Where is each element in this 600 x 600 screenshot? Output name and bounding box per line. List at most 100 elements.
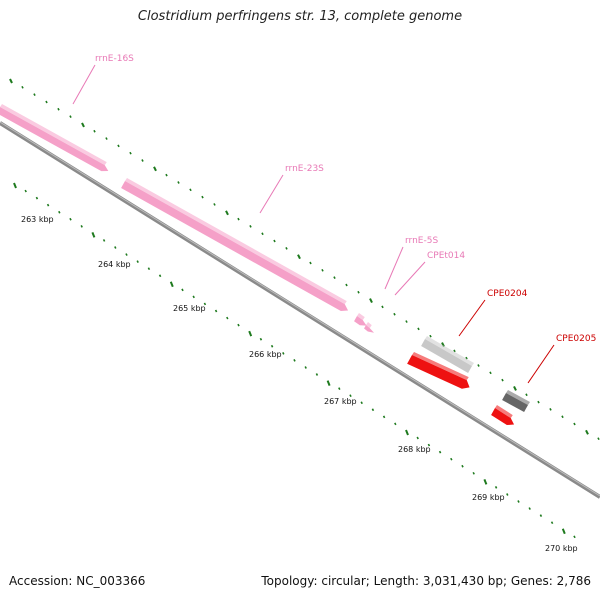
- scale-label: 266 kbp: [249, 350, 282, 359]
- scale-label: 264 kbp: [98, 260, 131, 269]
- outer-tick: [69, 115, 72, 118]
- inner-tick: [147, 267, 151, 271]
- feature-rrnE-5S: [354, 316, 367, 326]
- inner-tick: [203, 302, 207, 306]
- outer-tick: [21, 85, 24, 89]
- accession-text: Accession: NC_003366: [9, 574, 146, 588]
- feature-rrnE-16S: [0, 107, 109, 172]
- outer-tick: [261, 232, 264, 236]
- feature-rrnE-5S-top: [357, 313, 365, 321]
- inner-tick: [125, 253, 128, 256]
- outer-tick: [201, 195, 204, 199]
- feature-labels: rrnE-16S rrnE-23S rrnE-5S CPEt014 CPE0204 CPE…: [72, 54, 596, 384]
- outer-tick: [165, 173, 168, 177]
- feature-CPE0204-gray: [421, 339, 472, 373]
- feature-rrnE-23S-top: [125, 178, 347, 305]
- scale-labels: 263 kbp 264 kbp 265 kbp 266 kbp 267 kbp 268 k…: [21, 215, 578, 553]
- feature-CPEt014: [364, 325, 375, 333]
- outer-tick: [393, 312, 396, 316]
- inner-tick: [13, 182, 17, 189]
- feature-CPE0205-gray: [502, 393, 528, 412]
- outer-tick: [417, 327, 420, 331]
- label-rrne-23s: rrnE-23S: [285, 164, 324, 174]
- inner-tick: [293, 359, 296, 362]
- outer-tick: [489, 371, 492, 375]
- inner-tick: [573, 535, 576, 539]
- leader-cpe0205: [527, 344, 555, 384]
- outer-tick: [105, 137, 108, 140]
- inner-tick: [461, 464, 464, 468]
- inner-tick: [35, 196, 39, 200]
- backbone-highlight: [0, 121, 600, 497]
- outer-tick: [141, 159, 144, 162]
- outer-tick: [93, 129, 96, 133]
- inner-tick: [270, 344, 274, 348]
- outer-tick: [285, 247, 288, 250]
- outer-tick: [561, 415, 564, 419]
- outer-tick: [129, 151, 132, 155]
- feature-track: [0, 104, 530, 426]
- outer-tick: [321, 268, 324, 272]
- outer-tick: [405, 320, 408, 323]
- inner-tick: [192, 295, 195, 299]
- outer-tick: [309, 261, 312, 265]
- inner-tick: [382, 415, 386, 419]
- inner-tick: [539, 514, 543, 517]
- outer-tick: [297, 254, 301, 260]
- outer-tick: [213, 203, 216, 206]
- inner-tick: [550, 521, 554, 525]
- label-cpe0204: CPE0204: [487, 289, 528, 299]
- feature-CPE0204: [407, 355, 470, 389]
- outer-tick: [249, 225, 252, 228]
- topology-text: Topology: circular; Length: 3,031,430 bp…: [261, 574, 591, 588]
- inner-tick: [181, 288, 184, 292]
- inner-tick: [169, 281, 174, 288]
- outer-tick: [237, 217, 240, 221]
- outer-tick: [585, 429, 589, 435]
- leader-rrne-23s: [259, 174, 284, 214]
- feature-CPE0204-gray-top: [425, 336, 474, 366]
- feature-rrnE-23S: [121, 181, 349, 312]
- inner-tick: [69, 217, 72, 221]
- outer-tick-track: [9, 78, 600, 441]
- inner-tick: [282, 351, 285, 355]
- outer-tick: [189, 188, 192, 192]
- outer-tick: [153, 166, 157, 172]
- inner-tick: [102, 239, 106, 242]
- inner-tick: [450, 457, 453, 461]
- inner-tick: [472, 471, 475, 475]
- outer-tick: [465, 356, 468, 360]
- inner-tick: [259, 337, 263, 341]
- leader-rrne-5s: [384, 246, 404, 290]
- inner-tick: [248, 330, 253, 337]
- outer-tick: [345, 283, 348, 287]
- label-rrne-16s: rrnE-16S: [95, 54, 134, 64]
- scale-label: 265 kbp: [173, 304, 206, 313]
- outer-tick: [9, 78, 13, 84]
- inner-tick: [237, 323, 240, 327]
- genome-backbone: [0, 121, 600, 499]
- outer-tick: [177, 181, 180, 184]
- outer-tick: [369, 298, 373, 304]
- inner-tick: [517, 500, 520, 503]
- outer-tick: [513, 385, 517, 391]
- outer-tick: [45, 100, 48, 104]
- inner-tick: [427, 443, 431, 447]
- inner-tick-track: [13, 182, 576, 539]
- scale-label: 263 kbp: [21, 215, 54, 224]
- outer-tick: [225, 210, 229, 216]
- backbone-line: [0, 121, 600, 499]
- inner-tick: [91, 232, 96, 238]
- inner-tick: [214, 309, 218, 313]
- outer-tick: [453, 349, 456, 353]
- outer-tick: [525, 393, 528, 397]
- outer-tick: [273, 239, 276, 243]
- genome-title: Clostridium perfringens str. 13, complet…: [137, 9, 463, 24]
- inner-tick: [528, 507, 531, 510]
- outer-tick: [549, 408, 552, 411]
- scale-label: 270 kbp: [545, 544, 578, 553]
- inner-tick: [483, 478, 488, 485]
- label-cpe0205: CPE0205: [556, 334, 596, 344]
- outer-tick: [501, 378, 504, 382]
- inner-tick: [506, 493, 509, 496]
